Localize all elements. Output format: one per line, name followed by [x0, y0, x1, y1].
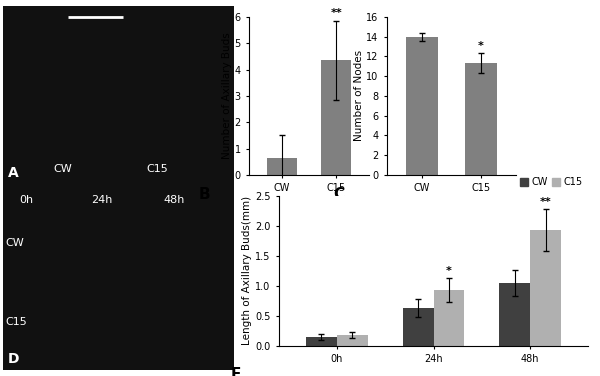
Text: B: B [199, 186, 210, 202]
Text: **: ** [539, 197, 551, 207]
Bar [306, 337, 337, 346]
Text: 24h: 24h [91, 195, 112, 205]
Text: **: ** [331, 8, 342, 18]
Legend: CW, C15: CW, C15 [516, 173, 586, 191]
Text: C: C [333, 186, 344, 202]
Bar [433, 290, 464, 346]
Bar [530, 230, 561, 346]
Bar [406, 36, 439, 175]
Text: D: D [8, 352, 19, 366]
Bar [337, 335, 368, 346]
Text: C15: C15 [5, 317, 27, 327]
Text: *: * [446, 265, 452, 276]
Bar [267, 158, 297, 175]
Text: E: E [231, 367, 241, 376]
Bar [464, 63, 497, 175]
Text: A: A [8, 166, 19, 180]
Y-axis label: Number of Axillary Buds: Number of Axillary Buds [221, 32, 232, 159]
Y-axis label: Length of Axillary Buds(mm): Length of Axillary Buds(mm) [242, 196, 253, 345]
Text: CW: CW [54, 164, 73, 174]
Text: CW: CW [5, 238, 24, 249]
Y-axis label: Number of Nodes: Number of Nodes [353, 50, 364, 141]
Text: 0h: 0h [19, 195, 33, 205]
Text: *: * [478, 41, 484, 51]
Bar [321, 60, 351, 175]
Text: C15: C15 [146, 164, 168, 174]
Bar [499, 283, 530, 346]
Bar [403, 308, 433, 346]
Text: 48h: 48h [164, 195, 185, 205]
